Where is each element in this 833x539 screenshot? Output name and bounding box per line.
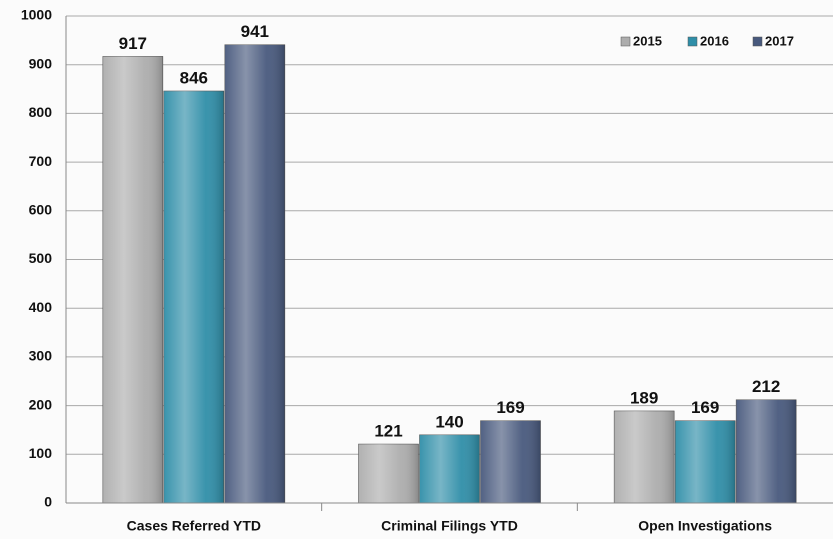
y-tick-label: 900	[29, 55, 53, 71]
bar-shine	[419, 434, 480, 503]
x-tick-label: Open Investigations	[638, 518, 772, 534]
y-tick-label: 0	[44, 494, 52, 510]
bar-shine	[614, 410, 675, 503]
data-label: 941	[241, 22, 269, 41]
legend-swatch	[752, 36, 763, 47]
legend-swatch	[687, 36, 698, 47]
data-label: 169	[496, 398, 524, 417]
bar-shine	[224, 44, 285, 503]
y-tick-label: 400	[29, 299, 53, 315]
x-tick-label: Criminal Filings YTD	[381, 518, 518, 534]
y-tick-label: 800	[29, 104, 53, 120]
data-label: 846	[180, 68, 208, 87]
legend-swatch	[620, 36, 631, 47]
bar-shine	[358, 444, 419, 503]
y-tick-label: 500	[29, 250, 53, 266]
bar-shine	[480, 420, 541, 503]
data-label: 169	[691, 398, 719, 417]
bar-shine	[736, 399, 797, 503]
bar-shine	[675, 420, 736, 503]
legend-label: 2017	[765, 33, 794, 48]
data-label: 917	[119, 34, 147, 53]
data-label: 189	[630, 388, 658, 407]
y-tick-label: 700	[29, 153, 53, 169]
y-tick-label: 100	[29, 445, 53, 461]
y-tick-label: 300	[29, 348, 53, 364]
bar-shine	[102, 56, 163, 504]
x-tick-label: Cases Referred YTD	[127, 518, 261, 534]
bar-shine	[163, 90, 224, 504]
legend-label: 2015	[633, 33, 662, 48]
y-tick-label: 1000	[21, 7, 52, 23]
data-label: 121	[374, 422, 402, 441]
legend-label: 2016	[700, 33, 729, 48]
data-label: 140	[435, 412, 463, 431]
y-tick-label: 600	[29, 202, 53, 218]
y-tick-label: 200	[29, 396, 53, 412]
data-label: 212	[752, 377, 780, 396]
